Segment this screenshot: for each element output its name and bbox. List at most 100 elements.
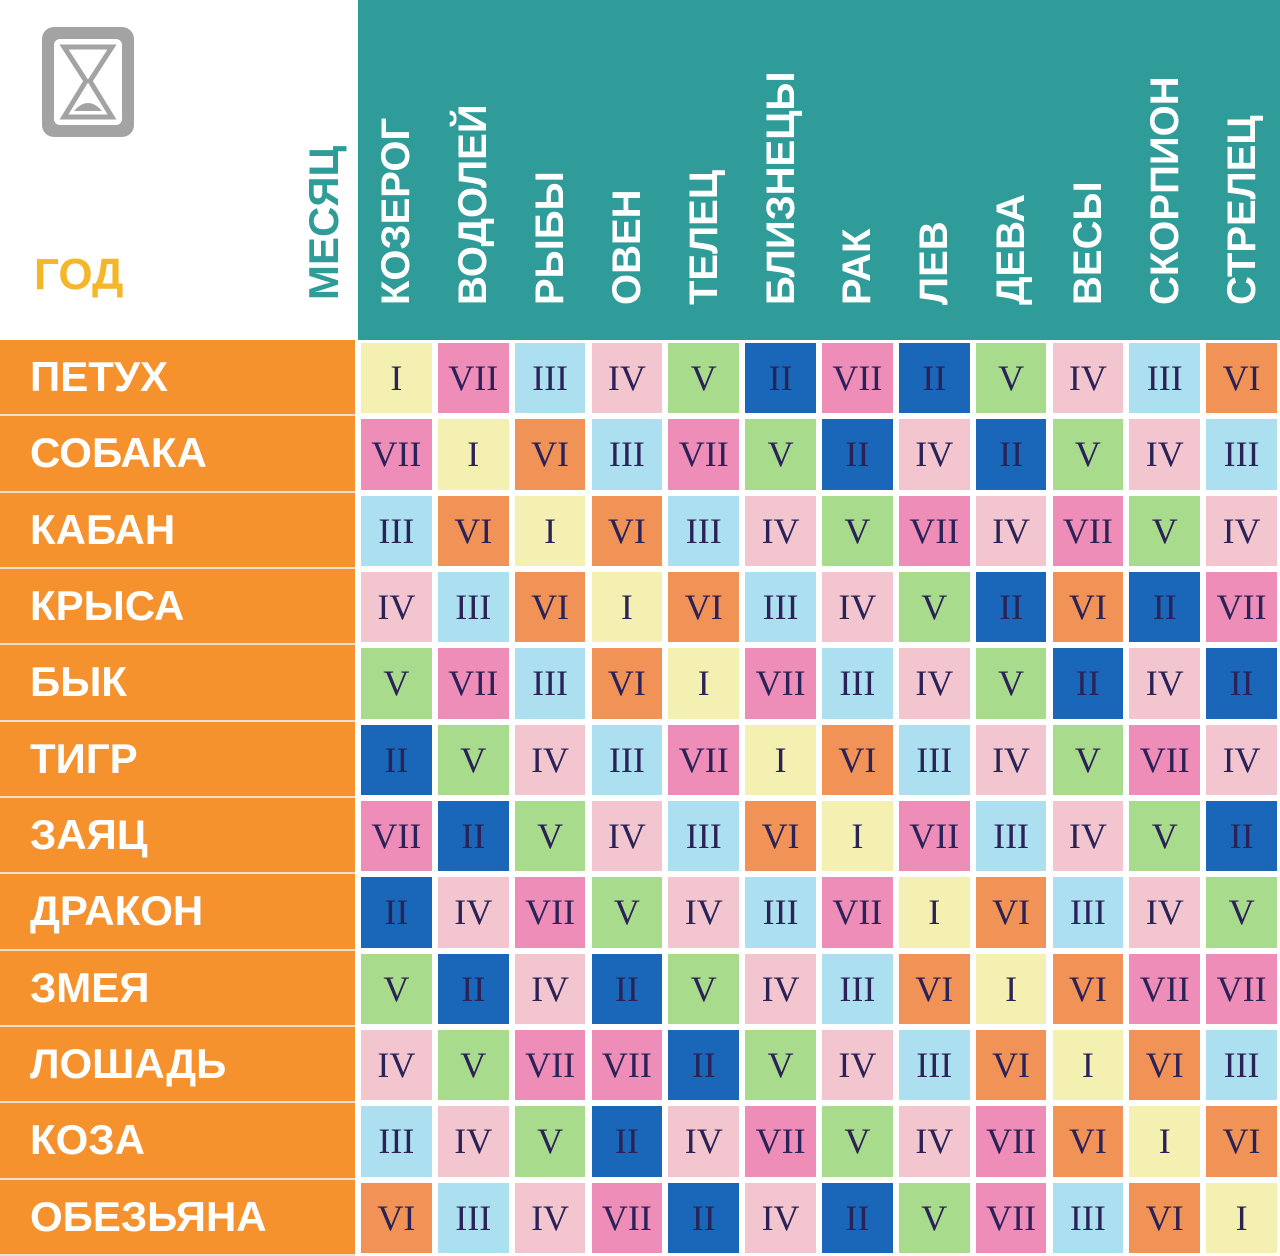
row-label: КАБАН: [0, 492, 355, 569]
cell: IV: [1129, 648, 1201, 719]
cell: III: [514, 648, 586, 719]
cell: IV: [437, 877, 509, 948]
column-header: ВЕСЫ: [1065, 181, 1110, 305]
cell: IV: [898, 419, 970, 490]
cell: I: [1206, 1182, 1277, 1253]
cell: VI: [668, 572, 740, 643]
cell: VI: [1206, 343, 1277, 414]
cell: VII: [591, 1030, 663, 1101]
cell: IV: [898, 1106, 970, 1177]
cell: V: [1052, 724, 1124, 795]
cell: V: [745, 1030, 816, 1101]
cell: VI: [437, 495, 509, 566]
cell: VI: [1129, 1030, 1201, 1101]
cell: VII: [1129, 724, 1201, 795]
cell: I: [1052, 1030, 1124, 1101]
cell: III: [361, 1106, 432, 1177]
cell: IV: [437, 1106, 509, 1177]
cell: VI: [1129, 1182, 1201, 1253]
row-label: ЗМЕЯ: [0, 950, 355, 1027]
cell: VI: [1052, 953, 1124, 1024]
cell: I: [361, 343, 432, 414]
cell: II: [668, 1182, 740, 1253]
cell: I: [898, 877, 970, 948]
column-header: СКОРПИОН: [1142, 76, 1187, 305]
cell: V: [975, 343, 1047, 414]
cell: VII: [437, 648, 509, 719]
cell: VII: [437, 343, 509, 414]
cell: II: [437, 801, 509, 872]
cell: IV: [822, 1030, 893, 1101]
cell: VI: [1052, 572, 1124, 643]
row-label: ОБЕЗЬЯНА: [0, 1179, 355, 1256]
cell: V: [822, 1106, 893, 1177]
column-header: РАК: [835, 228, 880, 305]
cell: V: [437, 1030, 509, 1101]
cell: III: [1206, 1030, 1277, 1101]
cell: IV: [822, 572, 893, 643]
cell: II: [361, 877, 432, 948]
cell: IV: [1206, 724, 1277, 795]
cell: VI: [822, 724, 893, 795]
cell: VII: [361, 419, 432, 490]
cell: IV: [514, 1182, 586, 1253]
cell: IV: [1129, 877, 1201, 948]
cell: IV: [361, 572, 432, 643]
column-header: ЛЕВ: [912, 221, 957, 305]
cell: III: [591, 419, 663, 490]
row-label: СОБАКА: [0, 416, 355, 493]
cell: II: [975, 572, 1047, 643]
cell: I: [975, 953, 1047, 1024]
cell: VI: [745, 801, 816, 872]
row-label: ДРАКОН: [0, 874, 355, 951]
cell: V: [822, 495, 893, 566]
cell: VI: [975, 1030, 1047, 1101]
cell: VII: [514, 1030, 586, 1101]
cell: VI: [514, 419, 586, 490]
cell: VI: [361, 1182, 432, 1253]
cell: II: [975, 419, 1047, 490]
column-header: СТРЕЛЕЦ: [1219, 115, 1264, 305]
cell: I: [1129, 1106, 1201, 1177]
cell: III: [668, 801, 740, 872]
cell: IV: [975, 495, 1047, 566]
cell: VII: [361, 801, 432, 872]
cell: VII: [514, 877, 586, 948]
cell: IV: [668, 1106, 740, 1177]
cell: VI: [591, 495, 663, 566]
cell: IV: [591, 343, 663, 414]
cell: III: [437, 572, 509, 643]
column-header: РЫБЫ: [528, 171, 573, 305]
cell: VII: [745, 1106, 816, 1177]
cell: V: [668, 343, 740, 414]
hourglass-icon: [42, 27, 134, 137]
cell: II: [361, 724, 432, 795]
cell: VI: [898, 953, 970, 1024]
cell: IV: [514, 724, 586, 795]
cell: II: [822, 1182, 893, 1253]
cell: III: [591, 724, 663, 795]
cell: III: [1206, 419, 1277, 490]
cell: IV: [1129, 419, 1201, 490]
cell: II: [822, 419, 893, 490]
cell: I: [668, 648, 740, 719]
cell: VII: [591, 1182, 663, 1253]
cell: IV: [745, 1182, 816, 1253]
cell: III: [668, 495, 740, 566]
row-label: БЫК: [0, 645, 355, 722]
cell: I: [745, 724, 816, 795]
cell: III: [822, 953, 893, 1024]
cell: V: [361, 648, 432, 719]
cell: VII: [668, 724, 740, 795]
cell: III: [1129, 343, 1201, 414]
cell: VI: [1206, 1106, 1277, 1177]
year-label: ГОД: [34, 250, 124, 299]
cell: VI: [975, 877, 1047, 948]
cell: IV: [514, 953, 586, 1024]
column-header: БЛИЗНЕЦЫ: [758, 71, 803, 305]
cell: II: [1206, 801, 1277, 872]
row-label: ЛОШАДЬ: [0, 1027, 355, 1104]
cell: V: [745, 419, 816, 490]
row-label: ПЕТУХ: [0, 340, 355, 417]
cell: VII: [1206, 953, 1277, 1024]
